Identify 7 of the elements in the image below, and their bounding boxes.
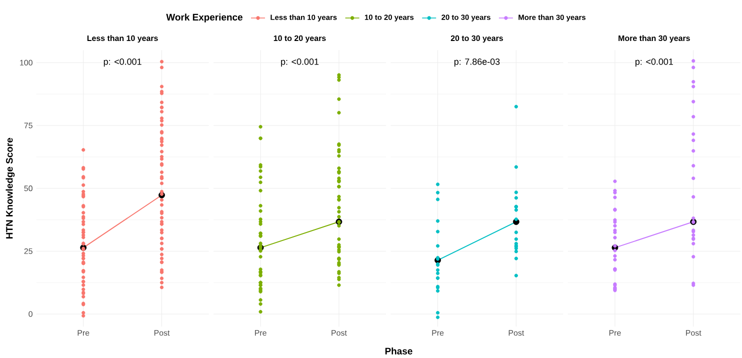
y-axis-title: HTN Knowledge Score (6, 138, 15, 238)
legend-title: Work Experience (166, 14, 242, 22)
annotation: p: <0.001 (104, 58, 142, 67)
annotation: p: <0.001 (636, 58, 673, 67)
annotation: p: <0.001 (281, 58, 319, 67)
x-axis-title: Phase (385, 348, 412, 354)
annotation: p: 7.86e-03 (454, 58, 500, 67)
